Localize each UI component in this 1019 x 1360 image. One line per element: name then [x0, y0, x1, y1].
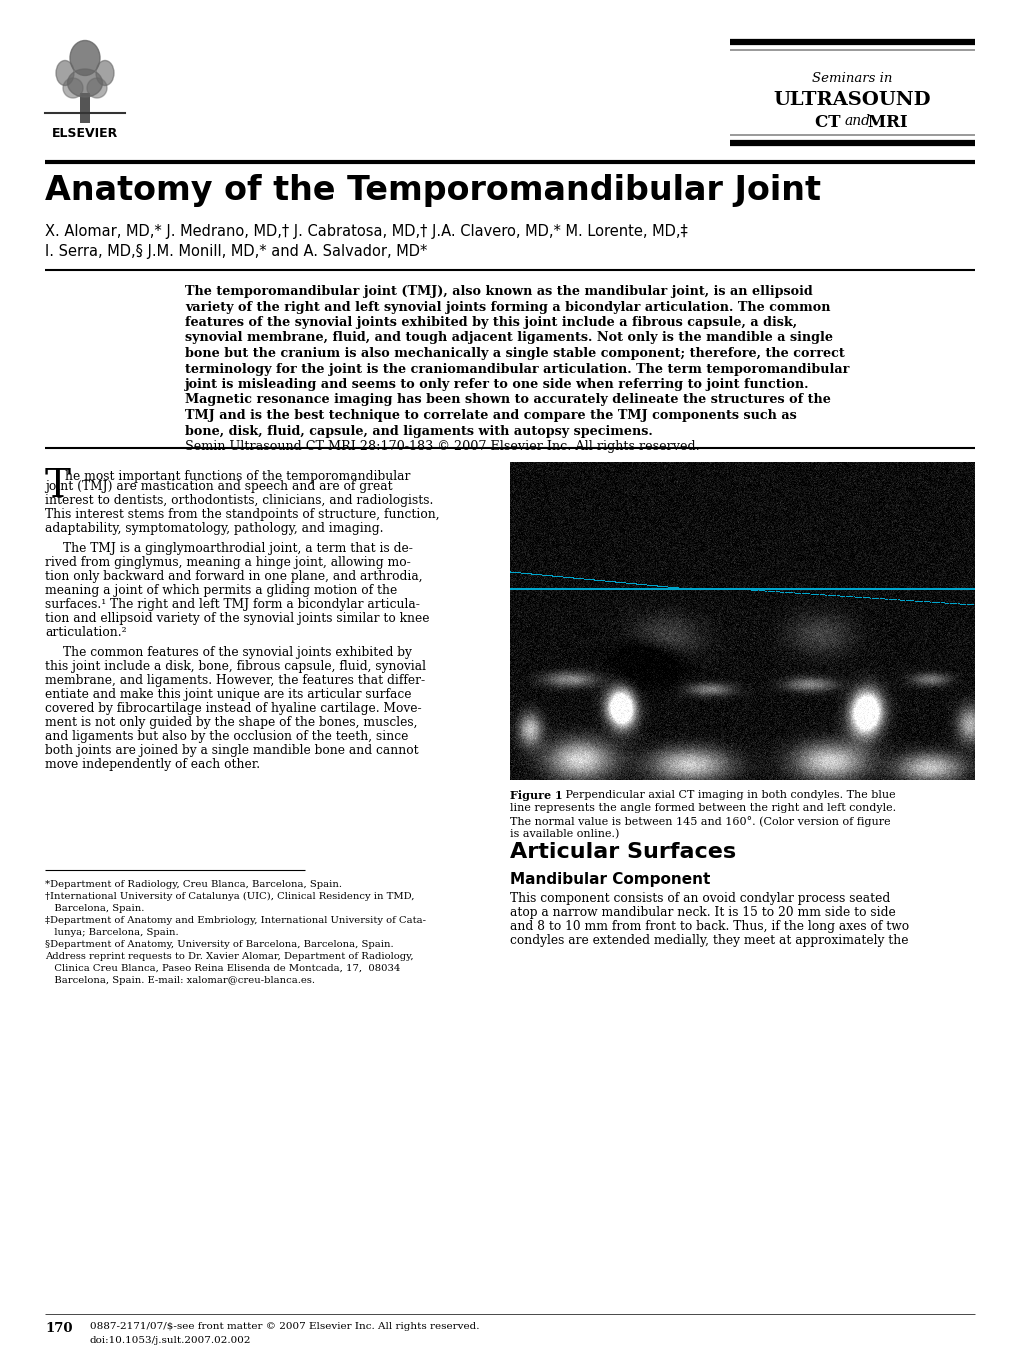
Bar: [45, 29, 125, 122]
Text: rived from ginglymus, meaning a hinge joint, allowing mo-: rived from ginglymus, meaning a hinge jo…: [45, 556, 411, 568]
Ellipse shape: [67, 69, 102, 97]
Text: interest to dentists, orthodontists, clinicians, and radiologists.: interest to dentists, orthodontists, cli…: [45, 494, 433, 507]
Text: This interest stems from the standpoints of structure, function,: This interest stems from the standpoints…: [45, 509, 439, 521]
Text: tion only backward and forward in one plane, and arthrodia,: tion only backward and forward in one pl…: [45, 570, 422, 583]
Text: condyles are extended medially, they meet at approximately the: condyles are extended medially, they mee…: [510, 934, 908, 947]
Text: covered by fibrocartilage instead of hyaline cartilage. Move-: covered by fibrocartilage instead of hya…: [45, 702, 421, 715]
Bar: [510, 462, 974, 781]
Text: joint (TMJ) are mastication and speech and are of great: joint (TMJ) are mastication and speech a…: [45, 480, 392, 494]
Text: and: and: [844, 114, 869, 128]
Text: he most important functions of the temporomandibular: he most important functions of the tempo…: [65, 471, 410, 483]
Text: 0887-2171/07/$-see front matter © 2007 Elsevier Inc. All rights reserved.: 0887-2171/07/$-see front matter © 2007 E…: [90, 1322, 479, 1331]
Text: variety of the right and left synovial joints forming a bicondylar articulation.: variety of the right and left synovial j…: [184, 301, 829, 314]
Text: this joint include a disk, bone, fibrous capsule, fluid, synovial: this joint include a disk, bone, fibrous…: [45, 660, 426, 673]
Text: ELSEVIER: ELSEVIER: [52, 126, 118, 140]
Text: The temporomandibular joint (TMJ), also known as the mandibular joint, is an ell: The temporomandibular joint (TMJ), also …: [184, 286, 812, 298]
Ellipse shape: [56, 60, 74, 86]
Text: The TMJ is a ginglymoarthrodial joint, a term that is de-: The TMJ is a ginglymoarthrodial joint, a…: [63, 543, 413, 555]
Text: both joints are joined by a single mandible bone and cannot: both joints are joined by a single mandi…: [45, 744, 418, 758]
Text: bone but the cranium is also mechanically a single stable component; therefore, : bone but the cranium is also mechanicall…: [184, 347, 844, 360]
Ellipse shape: [87, 78, 107, 98]
Text: surfaces.¹ The right and left TMJ form a bicondylar articula-: surfaces.¹ The right and left TMJ form a…: [45, 598, 420, 611]
Text: adaptability, symptomatology, pathology, and imaging.: adaptability, symptomatology, pathology,…: [45, 522, 383, 534]
Text: TMJ and is the best technique to correlate and compare the TMJ components such a: TMJ and is the best technique to correla…: [184, 409, 796, 422]
Text: features of the synovial joints exhibited by this joint include a fibrous capsul: features of the synovial joints exhibite…: [184, 316, 796, 329]
Text: Address reprint requests to Dr. Xavier Alomar, Department of Radiology,: Address reprint requests to Dr. Xavier A…: [45, 952, 414, 962]
Text: entiate and make this joint unique are its articular surface: entiate and make this joint unique are i…: [45, 688, 411, 700]
Text: Articular Surfaces: Articular Surfaces: [510, 842, 736, 862]
Text: Barcelona, Spain. E-mail: xalomar@creu-blanca.es.: Barcelona, Spain. E-mail: xalomar@creu-b…: [45, 976, 315, 985]
Text: lunya; Barcelona, Spain.: lunya; Barcelona, Spain.: [45, 928, 178, 937]
Text: Anatomy of the Temporomandibular Joint: Anatomy of the Temporomandibular Joint: [45, 174, 820, 207]
Text: Perpendicular axial CT imaging in both condyles. The blue: Perpendicular axial CT imaging in both c…: [561, 790, 895, 800]
Text: joint is misleading and seems to only refer to one side when referring to joint : joint is misleading and seems to only re…: [184, 378, 809, 392]
Text: tion and ellipsoid variety of the synovial joints similar to knee: tion and ellipsoid variety of the synovi…: [45, 612, 429, 626]
Text: *Department of Radiology, Creu Blanca, Barcelona, Spain.: *Department of Radiology, Creu Blanca, B…: [45, 880, 341, 889]
Ellipse shape: [70, 41, 100, 76]
Text: doi:10.1053/j.sult.2007.02.002: doi:10.1053/j.sult.2007.02.002: [90, 1336, 252, 1345]
Text: †International University of Catalunya (UIC), Clinical Residency in TMD,: †International University of Catalunya (…: [45, 892, 414, 902]
Text: terminology for the joint is the craniomandibular articulation. The term temporo: terminology for the joint is the craniom…: [184, 363, 849, 375]
Text: This component consists of an ovoid condylar process seated: This component consists of an ovoid cond…: [510, 892, 890, 904]
Text: membrane, and ligaments. However, the features that differ-: membrane, and ligaments. However, the fe…: [45, 675, 425, 687]
Text: Clinica Creu Blanca, Paseo Reina Elisenda de Montcada, 17,  08034: Clinica Creu Blanca, Paseo Reina Elisend…: [45, 964, 400, 972]
Ellipse shape: [96, 60, 114, 86]
Text: bone, disk, fluid, capsule, and ligaments with autopsy specimens.: bone, disk, fluid, capsule, and ligament…: [184, 424, 652, 438]
Text: Magnetic resonance imaging has been shown to accurately delineate the structures: Magnetic resonance imaging has been show…: [184, 393, 830, 407]
Text: The normal value is between 145 and 160°. (Color version of figure: The normal value is between 145 and 160°…: [510, 816, 890, 827]
Text: synovial membrane, fluid, and tough adjacent ligaments. Not only is the mandible: synovial membrane, fluid, and tough adja…: [184, 332, 833, 344]
Text: Semin Ultrasound CT MRI 28:170-183 © 2007 Elsevier Inc. All rights reserved.: Semin Ultrasound CT MRI 28:170-183 © 200…: [184, 441, 699, 453]
Text: Seminars in: Seminars in: [811, 72, 892, 84]
Text: CT: CT: [814, 114, 846, 131]
Text: and 8 to 10 mm from front to back. Thus, if the long axes of two: and 8 to 10 mm from front to back. Thus,…: [510, 919, 908, 933]
Text: line represents the angle formed between the right and left condyle.: line represents the angle formed between…: [510, 802, 896, 813]
Text: MRI: MRI: [861, 114, 907, 131]
Text: X. Alomar, MD,* J. Medrano, MD,† J. Cabratosa, MD,† J.A. Clavero, MD,* M. Lorent: X. Alomar, MD,* J. Medrano, MD,† J. Cabr…: [45, 224, 687, 239]
Text: I. Serra, MD,§ J.M. Monill, MD,* and A. Salvador, MD*: I. Serra, MD,§ J.M. Monill, MD,* and A. …: [45, 243, 427, 258]
Text: articulation.²: articulation.²: [45, 626, 126, 639]
Text: meaning a joint of which permits a gliding motion of the: meaning a joint of which permits a glidi…: [45, 583, 396, 597]
Ellipse shape: [63, 78, 83, 98]
Text: atop a narrow mandibular neck. It is 15 to 20 mm side to side: atop a narrow mandibular neck. It is 15 …: [510, 906, 895, 919]
Text: 170: 170: [45, 1322, 72, 1336]
Text: Figure 1: Figure 1: [510, 790, 562, 801]
Text: and ligaments but also by the occlusion of the teeth, since: and ligaments but also by the occlusion …: [45, 730, 408, 743]
Text: §Department of Anatomy, University of Barcelona, Barcelona, Spain.: §Department of Anatomy, University of Ba…: [45, 940, 393, 949]
Text: is available online.): is available online.): [510, 830, 619, 839]
Text: Barcelona, Spain.: Barcelona, Spain.: [45, 904, 145, 913]
Text: ‡Department of Anatomy and Embriology, International University of Cata-: ‡Department of Anatomy and Embriology, I…: [45, 917, 426, 925]
Text: The common features of the synovial joints exhibited by: The common features of the synovial join…: [63, 646, 412, 660]
Text: Mandibular Component: Mandibular Component: [510, 872, 709, 887]
Text: ment is not only guided by the shape of the bones, muscles,: ment is not only guided by the shape of …: [45, 715, 417, 729]
Bar: [79, 92, 90, 122]
Text: move independently of each other.: move independently of each other.: [45, 758, 260, 771]
Text: T: T: [45, 468, 71, 505]
Text: ULTRASOUND: ULTRASOUND: [773, 91, 930, 109]
